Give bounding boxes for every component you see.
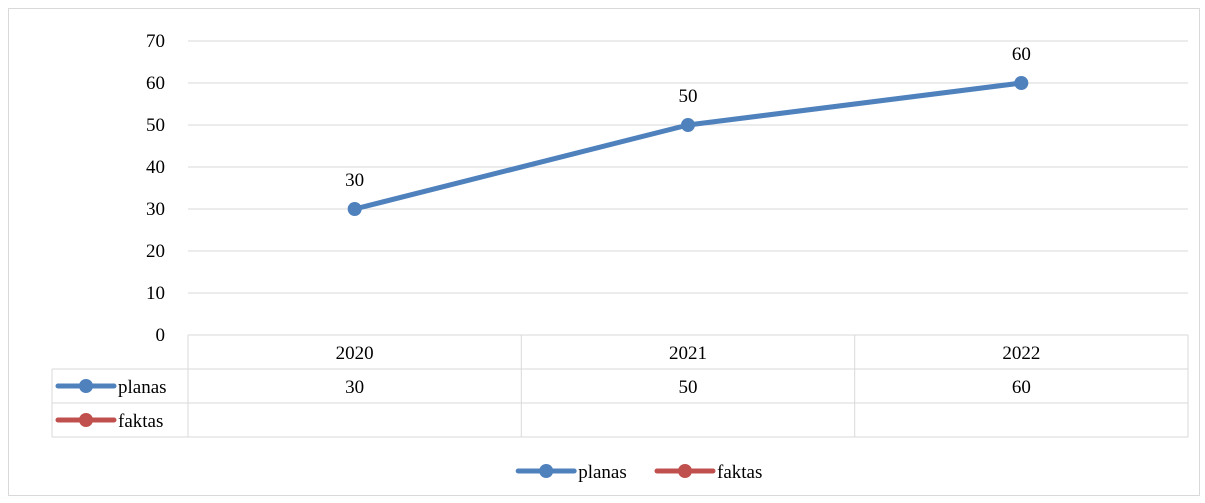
data-point [681,118,695,132]
data-table-series-name: planas [118,377,167,398]
y-tick-label: 40 [146,157,165,178]
y-tick-label: 20 [146,241,165,262]
data-table-value: 30 [345,377,364,398]
data-point [1014,76,1029,90]
legend-label: faktas [717,462,762,483]
y-tick-label: 30 [146,199,165,220]
x-tick-label: 2022 [1002,343,1040,364]
y-tick-label: 50 [146,115,165,136]
x-tick-label: 2021 [669,343,707,364]
data-table-value: 60 [1012,377,1031,398]
x-tick-label: 2020 [336,343,374,364]
y-tick-label: 0 [156,325,166,346]
data-table-legend-key-marker [79,379,93,393]
legend-label: planas [578,462,627,483]
data-label: 60 [1012,44,1031,65]
legend-key-marker [678,464,692,478]
data-table-value: 50 [679,377,698,398]
data-point [347,202,362,216]
y-tick-label: 70 [146,31,165,52]
legend-key-marker [539,464,554,478]
chart-frame [8,8,1200,496]
data-table-series-name: faktas [118,411,163,432]
data-label: 50 [679,86,698,107]
data-table-legend-key-marker [79,413,93,427]
y-tick-label: 10 [146,283,165,304]
y-tick-label: 60 [146,73,165,94]
data-label: 30 [345,170,364,191]
